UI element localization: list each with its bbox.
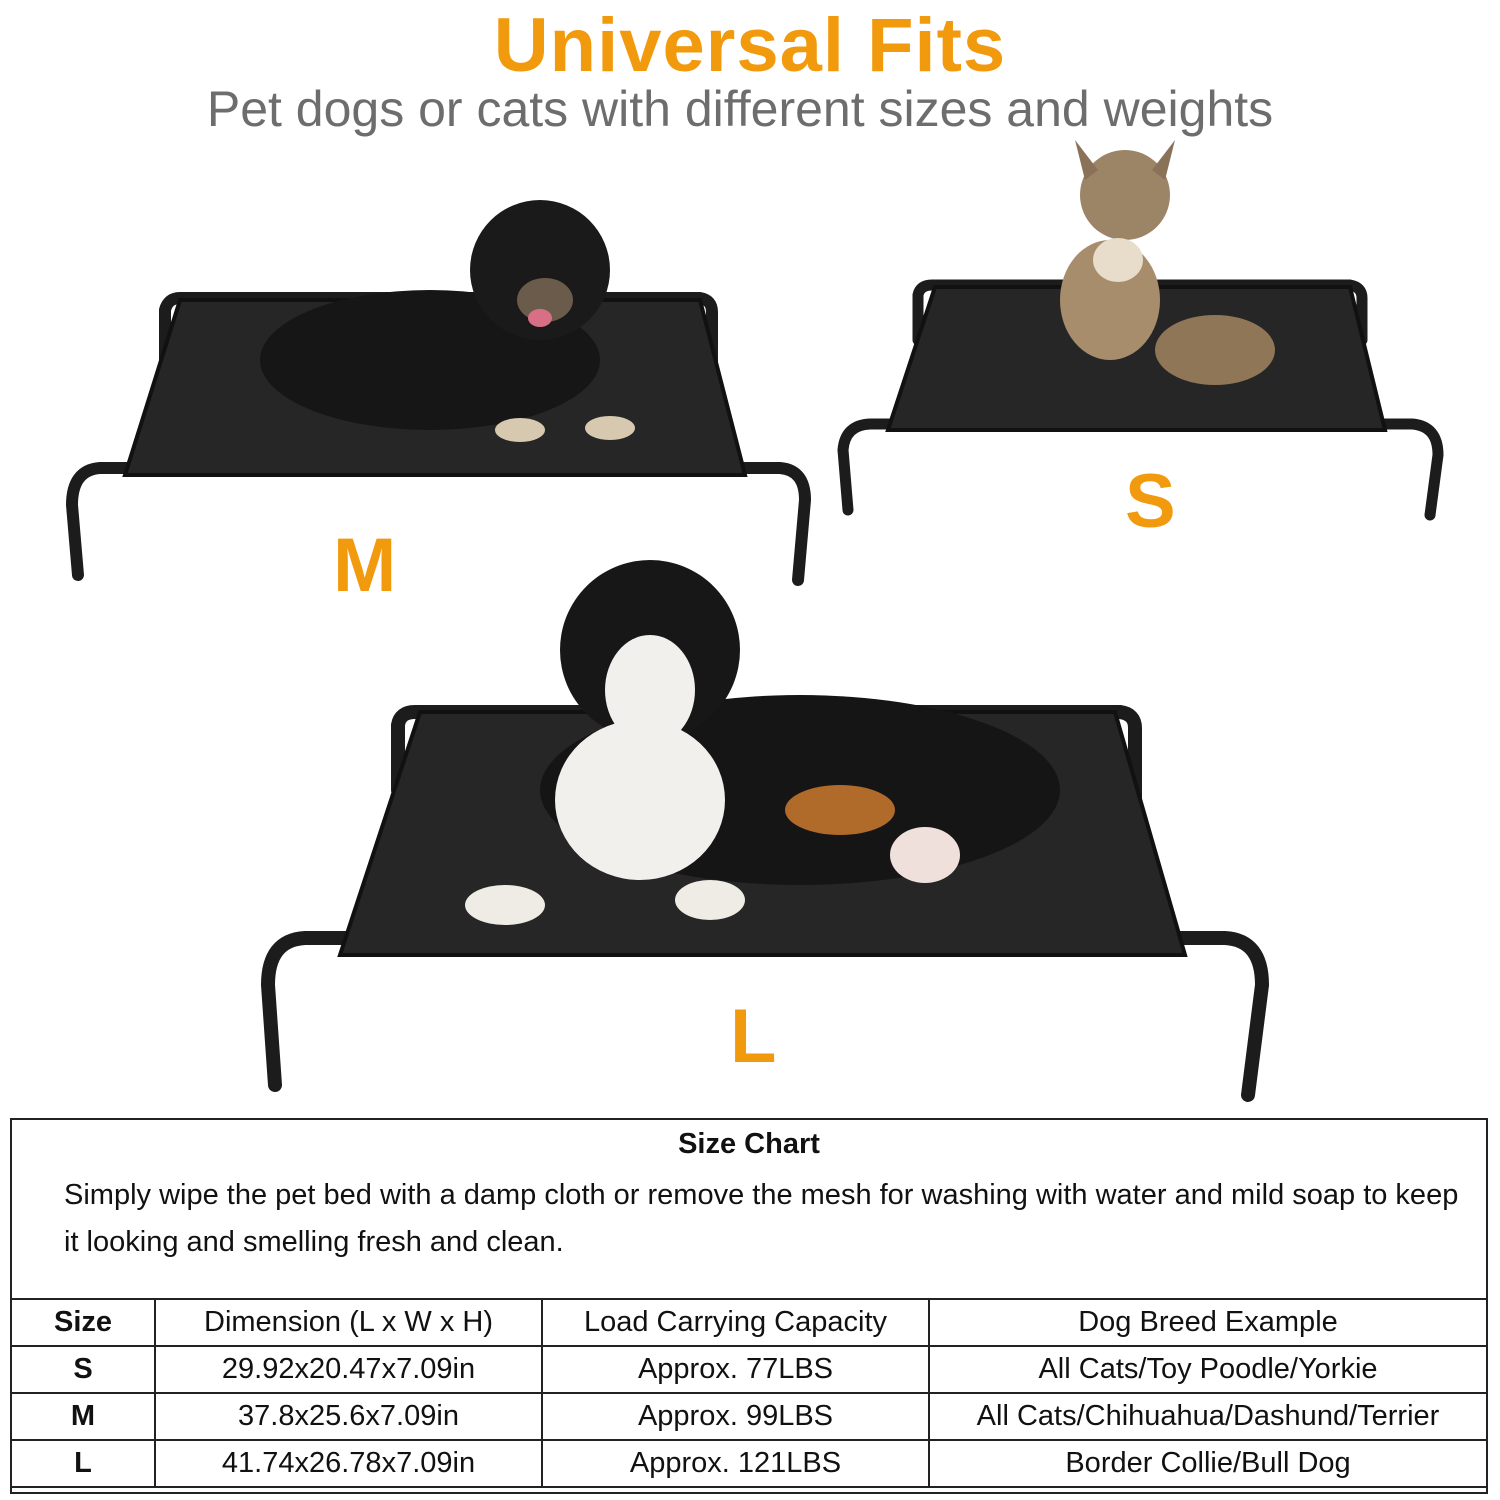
header-dimension: Dimension (L x W x H)	[154, 1298, 543, 1347]
cell-dimension: 41.74x26.78x7.09in	[154, 1439, 543, 1488]
size-label-m: M	[333, 523, 397, 608]
cell-size: S	[10, 1345, 156, 1394]
cell-size: L	[10, 1439, 156, 1488]
table-row: M 37.8x25.6x7.09in Approx. 99LBS All Cat…	[10, 1392, 1488, 1441]
size-chart: Size Chart Simply wipe the pet bed with …	[10, 1118, 1488, 1494]
header-breed: Dog Breed Example	[928, 1298, 1488, 1347]
black-dog-image	[260, 200, 635, 442]
cell-breed: Border Collie/Bull Dog	[928, 1439, 1488, 1488]
size-table: Size Dimension (L x W x H) Load Carrying…	[10, 1298, 1488, 1488]
table-row: S 29.92x20.47x7.09in Approx. 77LBS All C…	[10, 1345, 1488, 1394]
cell-dimension: 37.8x25.6x7.09in	[154, 1392, 543, 1441]
puppy-image	[465, 560, 1060, 925]
table-row: L 41.74x26.78x7.09in Approx. 121LBS Bord…	[10, 1439, 1488, 1488]
table-header-row: Size Dimension (L x W x H) Load Carrying…	[10, 1298, 1488, 1347]
header-capacity: Load Carrying Capacity	[541, 1298, 930, 1347]
header-size: Size	[10, 1298, 156, 1347]
size-label-s: S	[1125, 459, 1176, 544]
product-illustration	[65, 140, 1444, 1102]
cell-breed: All Cats/Toy Poodle/Yorkie	[928, 1345, 1488, 1394]
page-subtitle: Pet dogs or cats with different sizes an…	[206, 81, 1274, 137]
cell-breed: All Cats/Chihuahua/Dashund/Terrier	[928, 1392, 1488, 1441]
cell-capacity: Approx. 77LBS	[541, 1345, 930, 1394]
care-description: Simply wipe the pet bed with a damp clot…	[64, 1179, 1459, 1258]
cell-capacity: Approx. 99LBS	[541, 1392, 930, 1441]
page-title: Universal Fits	[493, 3, 1007, 88]
cell-dimension: 29.92x20.47x7.09in	[154, 1345, 543, 1394]
size-label-l: L	[730, 994, 777, 1079]
cell-size: M	[10, 1392, 156, 1441]
size-chart-title: Size Chart	[678, 1128, 820, 1160]
cell-capacity: Approx. 121LBS	[541, 1439, 930, 1488]
kitten-image	[1060, 140, 1275, 385]
